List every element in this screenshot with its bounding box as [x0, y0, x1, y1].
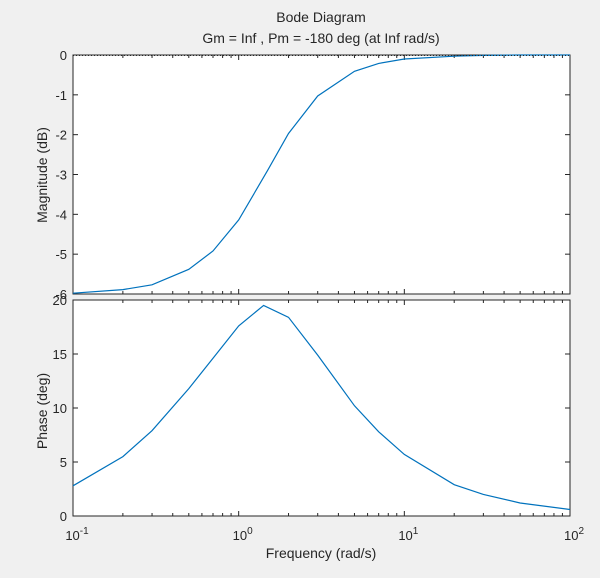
phase-y-tick-label: 15: [53, 347, 67, 362]
chart-title: Bode Diagram: [276, 9, 366, 25]
magnitude-y-tick-label: -1: [55, 88, 67, 103]
magnitude-y-tick-label: -5: [55, 247, 67, 262]
phase-y-tick-label: 0: [60, 509, 67, 524]
magnitude-curve: [72, 54, 570, 294]
x-tick-label: 102: [564, 526, 584, 543]
phase-axes-box: [72, 299, 571, 517]
x-tick-label: 10-1: [65, 526, 89, 543]
chart-subtitle: Gm = Inf , Pm = -180 deg (at Inf rad/s): [202, 30, 439, 46]
x-tick-label: 101: [398, 526, 418, 543]
magnitude-plot: 0 -1 -2 -3 -4 -5 -6: [55, 48, 571, 302]
magnitude-y-tick-label: -4: [55, 207, 67, 222]
phase-plot: 0 5 10 15 20 10-1 100 101 102: [53, 293, 585, 543]
magnitude-y-tick-label: -6: [55, 287, 67, 302]
x-axis-label: Frequency (rad/s): [266, 545, 376, 561]
magnitude-y-tick-label: -3: [55, 168, 67, 183]
phase-y-axis-label: Phase (deg): [34, 373, 50, 449]
phase-y-tick-label: 20: [53, 293, 67, 308]
magnitude-axes-box: [72, 54, 571, 295]
phase-y-tick-label: 10: [53, 401, 67, 416]
phase-curve: [72, 304, 571, 511]
magnitude-y-tick-label: -2: [55, 128, 67, 143]
magnitude-y-tick-label: 0: [60, 48, 67, 63]
phase-y-tick-label: 5: [60, 455, 67, 470]
x-tick-label: 100: [233, 526, 253, 543]
magnitude-y-axis-label: Magnitude (dB): [34, 127, 50, 223]
